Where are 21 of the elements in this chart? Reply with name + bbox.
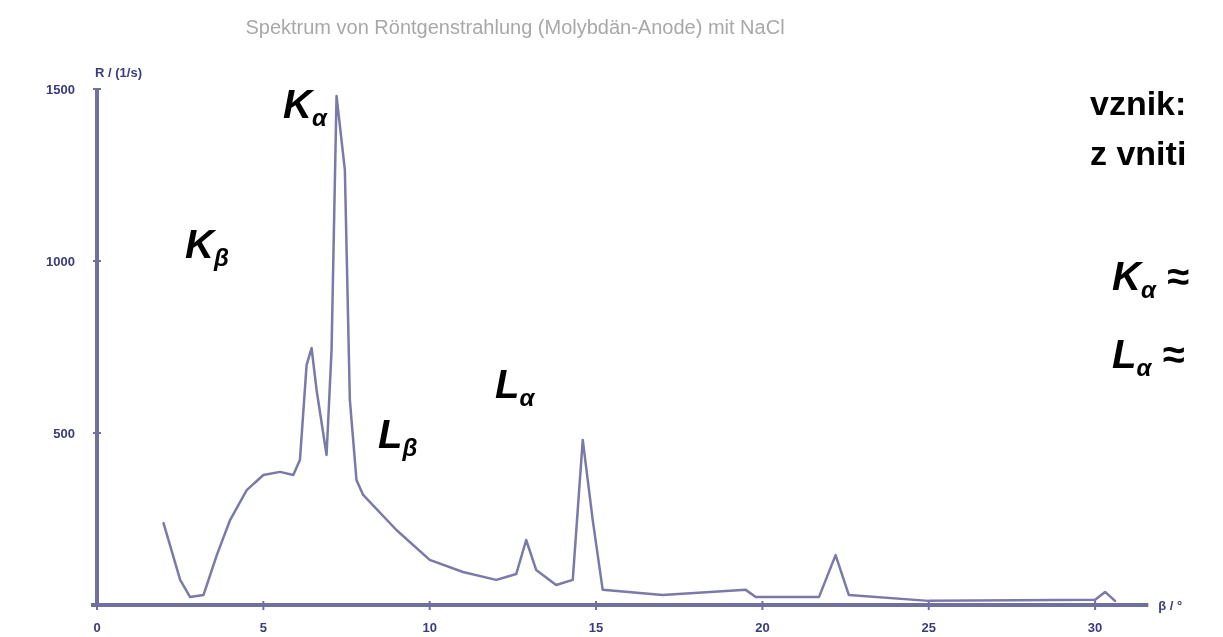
x-tick-label: 5 (259, 620, 267, 635)
annotation: vznik: (1090, 84, 1187, 122)
y-tick-label: 500 (53, 426, 75, 441)
annotation: K$_{α}$ (283, 82, 328, 132)
y-tick-label: 1500 (46, 82, 75, 97)
annotation: K$_{β}$ (185, 222, 229, 272)
y-tick-label: 1000 (46, 254, 75, 269)
y-axis-title: R / (1/s) (95, 65, 142, 80)
x-tick-label: 0 (93, 620, 101, 635)
chart-title: Spektrum von Röntgenstrahlung (Molybdän-Anode) mit NaCl (245, 16, 785, 38)
x-tick-label: 25 (921, 620, 936, 635)
annotation: K$_{α}$ ≈ (1112, 254, 1189, 304)
x-axis-title: β / ° (1158, 598, 1183, 613)
x-tick-label: 10 (422, 620, 437, 635)
annotation: L$_{α}$ (495, 362, 536, 412)
annotation: z vniti (1090, 134, 1187, 172)
x-tick-label: 30 (1087, 620, 1103, 635)
annotation: L$_{β}$ (378, 412, 418, 462)
annotation: L$_{α}$ ≈ (1112, 332, 1185, 382)
x-tick-label: 15 (588, 620, 604, 635)
x-tick-label: 20 (755, 620, 770, 635)
